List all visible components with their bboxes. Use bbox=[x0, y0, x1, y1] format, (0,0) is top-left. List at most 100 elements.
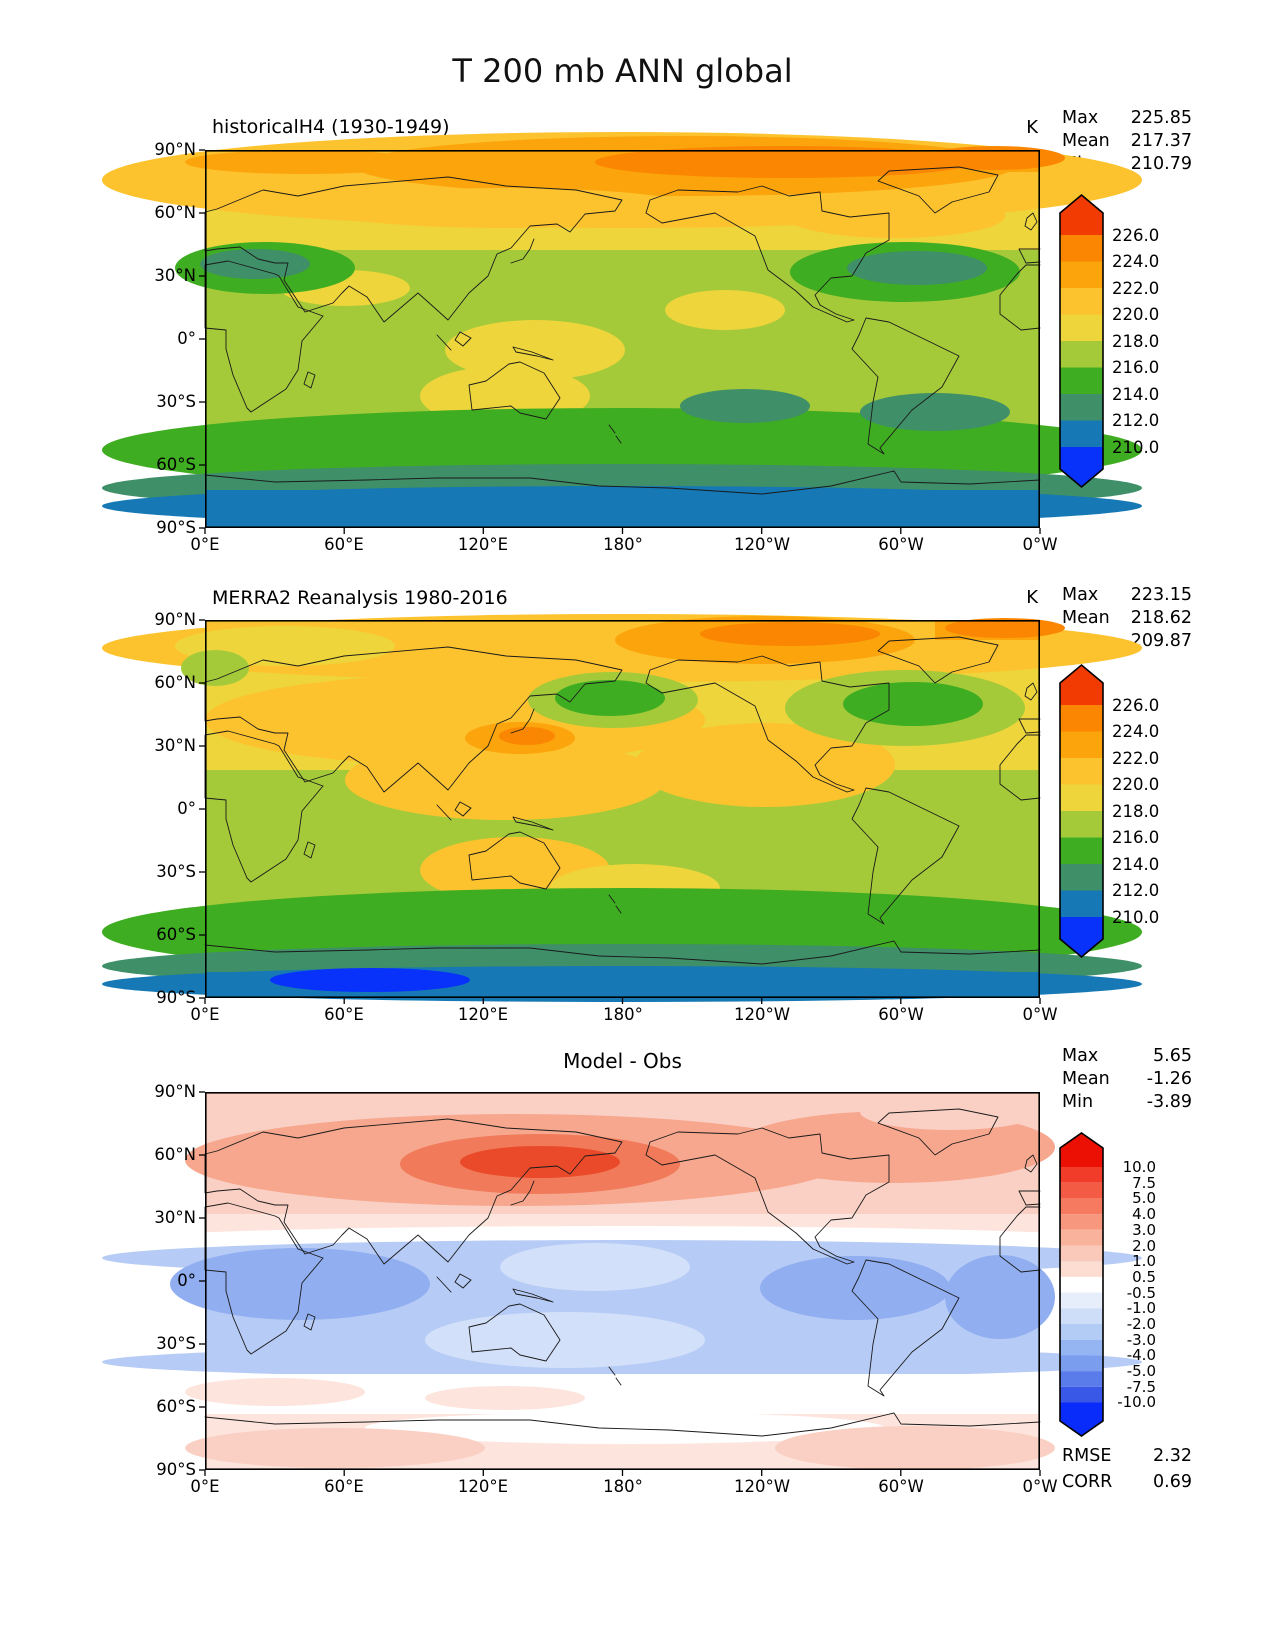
stat-value: -1.26 bbox=[1146, 1069, 1192, 1089]
colorbar-tick-label: 214.0 bbox=[1112, 385, 1160, 404]
x-tick-label: 120°E bbox=[457, 1005, 509, 1024]
colorbar-tick-label: -3.0 bbox=[1126, 1331, 1156, 1349]
colorbar-tick-label: 2.0 bbox=[1132, 1237, 1156, 1255]
stat-value: -3.89 bbox=[1146, 1092, 1192, 1112]
y-tick-label: 0° bbox=[177, 1271, 196, 1290]
colorbar-tick-label: 224.0 bbox=[1112, 252, 1160, 271]
panel2-subtitle: MERRA2 Reanalysis 1980-2016 bbox=[212, 587, 508, 609]
colorbar-tick-label: 212.0 bbox=[1112, 411, 1160, 430]
colorbar-tick-label: -4.0 bbox=[1126, 1346, 1156, 1364]
panel2-units-label: K bbox=[1026, 587, 1038, 608]
stat-label: Mean bbox=[1062, 1069, 1110, 1089]
colorbar-tick-label: -10.0 bbox=[1117, 1393, 1156, 1411]
colorbar-tick-label: 4.0 bbox=[1132, 1205, 1156, 1223]
contour-fill-model bbox=[102, 132, 1142, 528]
y-tick-label: 60°N bbox=[154, 673, 196, 692]
metric-label: CORR bbox=[1062, 1472, 1113, 1492]
colorbar-tick-label: 216.0 bbox=[1112, 358, 1160, 377]
x-tick-label: 60°W bbox=[878, 1005, 924, 1024]
x-tick-label: 60°W bbox=[878, 1477, 924, 1496]
stat-label: Max bbox=[1062, 585, 1099, 605]
x-tick-label: 180° bbox=[603, 1005, 643, 1024]
panel1-units-label: K bbox=[1026, 117, 1038, 138]
contour-fill-merra2 bbox=[102, 614, 1142, 1002]
colorbar-tick-label: 224.0 bbox=[1112, 722, 1160, 741]
colorbar-tick-label: 1.0 bbox=[1132, 1252, 1156, 1270]
y-tick-label: 0° bbox=[177, 799, 196, 818]
y-tick-label: 90°S bbox=[156, 1460, 196, 1479]
y-tick-label: 30°S bbox=[156, 862, 196, 881]
metric-label: RMSE bbox=[1062, 1446, 1112, 1466]
stat-value: 209.87 bbox=[1130, 631, 1192, 651]
colorbar-tick-label: 216.0 bbox=[1112, 828, 1160, 847]
world-map-model bbox=[102, 132, 1142, 534]
stat-label: Mean bbox=[1062, 131, 1110, 151]
x-tick-label: 120°W bbox=[733, 1477, 791, 1496]
y-tick-label: 60°S bbox=[156, 1397, 196, 1416]
y-tick-label: 60°N bbox=[154, 1145, 196, 1164]
x-tick-label: 60°E bbox=[324, 1005, 364, 1024]
stat-label: Min bbox=[1062, 1092, 1094, 1112]
stat-label: Mean bbox=[1062, 608, 1110, 628]
stat-value: 223.15 bbox=[1130, 585, 1192, 605]
y-tick-label: 90°S bbox=[156, 988, 196, 1007]
colorbar-tick-label: 210.0 bbox=[1112, 438, 1160, 457]
y-tick-label: 90°S bbox=[156, 518, 196, 537]
panel3-subtitle: Model - Obs bbox=[563, 1049, 682, 1073]
y-tick-label: 90°N bbox=[154, 140, 196, 159]
x-tick-label: 60°E bbox=[324, 535, 364, 554]
colorbar-tick-label: -0.5 bbox=[1126, 1284, 1156, 1302]
colorbar-tick-label: 210.0 bbox=[1112, 908, 1160, 927]
x-tick-label: 0°E bbox=[190, 535, 220, 554]
x-tick-label: 0°W bbox=[1022, 535, 1058, 554]
panel3-metrics: RMSE 2.32 CORR 0.69 bbox=[1062, 1443, 1192, 1495]
x-tick-label: 120°E bbox=[457, 535, 509, 554]
x-tick-label: 0°W bbox=[1022, 1005, 1058, 1024]
world-map-merra2 bbox=[102, 614, 1142, 1004]
colorbar-model bbox=[1059, 193, 1104, 489]
panel3-stats: Max 5.65 Mean -1.26 Min -3.89 bbox=[1062, 1045, 1192, 1114]
colorbar-tick-label: 222.0 bbox=[1112, 279, 1160, 298]
y-tick-label: 60°S bbox=[156, 455, 196, 474]
y-tick-label: 30°S bbox=[156, 1334, 196, 1353]
map-frame bbox=[205, 150, 1041, 528]
y-tick-label: 30°S bbox=[156, 392, 196, 411]
x-tick-label: 120°E bbox=[457, 1477, 509, 1496]
stat-value: 210.79 bbox=[1130, 154, 1192, 174]
x-tick-label: 60°E bbox=[324, 1477, 364, 1496]
x-tick-label: 0°E bbox=[190, 1005, 220, 1024]
figure-title: T 200 mb ANN global bbox=[452, 52, 793, 90]
y-tick-label: 90°N bbox=[154, 1082, 196, 1101]
y-tick-label: 60°N bbox=[154, 203, 196, 222]
colorbar-tick-label: 3.0 bbox=[1132, 1221, 1156, 1239]
map-frame bbox=[205, 620, 1041, 998]
x-tick-label: 0°W bbox=[1022, 1477, 1058, 1496]
panel1-subtitle: historicalH4 (1930-1949) bbox=[212, 116, 450, 138]
y-tick-label: 90°N bbox=[154, 610, 196, 629]
stat-value: 217.37 bbox=[1130, 131, 1192, 151]
axis-ticks bbox=[199, 149, 1041, 534]
colorbar-tick-label: 220.0 bbox=[1112, 775, 1160, 794]
colorbar-tick-label: 7.5 bbox=[1132, 1174, 1156, 1192]
colorbar-tick-label: 212.0 bbox=[1112, 881, 1160, 900]
stat-label: Max bbox=[1062, 108, 1099, 128]
stat-label: Max bbox=[1062, 1046, 1099, 1066]
colorbar-tick-label: 226.0 bbox=[1112, 226, 1160, 245]
colorbar-tick-label: -1.0 bbox=[1126, 1299, 1156, 1317]
x-tick-label: 120°W bbox=[733, 535, 791, 554]
colorbar-merra2 bbox=[1059, 663, 1104, 959]
metric-value: 0.69 bbox=[1153, 1472, 1192, 1492]
y-tick-label: 30°N bbox=[154, 736, 196, 755]
stat-value: 218.62 bbox=[1130, 608, 1192, 628]
world-map-model-minus-obs bbox=[102, 1091, 1142, 1476]
colorbar-tick-label: 226.0 bbox=[1112, 696, 1160, 715]
colorbar-tick-label: -7.5 bbox=[1126, 1378, 1156, 1396]
x-tick-label: 180° bbox=[603, 1477, 643, 1496]
colorbar-tick-label: -5.0 bbox=[1126, 1362, 1156, 1380]
colorbar-tick-label: -2.0 bbox=[1126, 1315, 1156, 1333]
x-tick-label: 120°W bbox=[733, 1005, 791, 1024]
y-tick-label: 30°N bbox=[154, 1208, 196, 1227]
colorbar-tick-label: 218.0 bbox=[1112, 802, 1160, 821]
y-tick-label: 30°N bbox=[154, 266, 196, 285]
axis-ticks bbox=[199, 619, 1041, 1004]
